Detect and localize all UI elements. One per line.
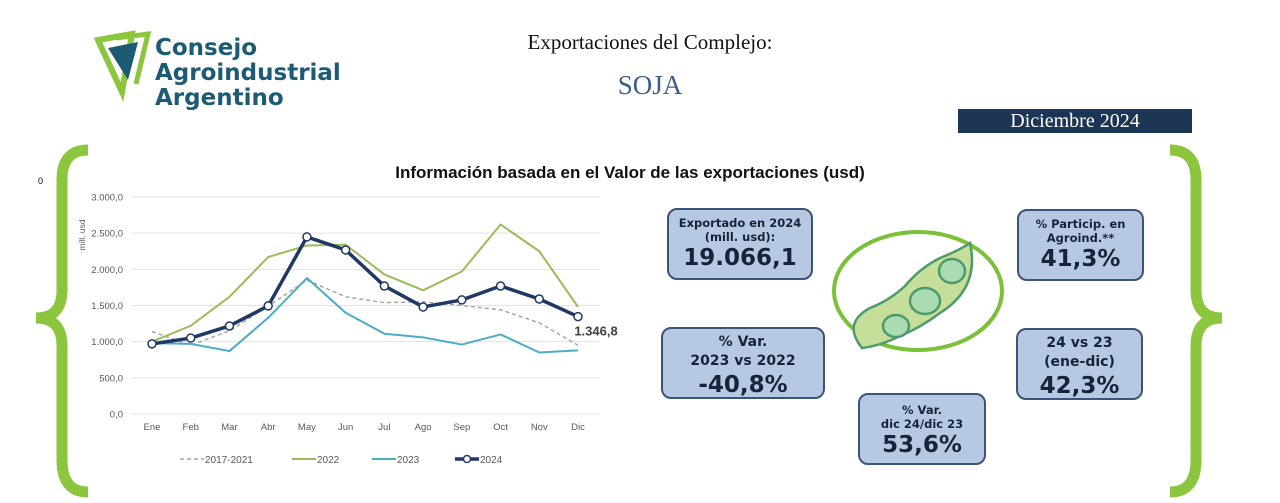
x-tick-label: Oct (493, 422, 508, 433)
chart-title: Información basada en el Valor de las ex… (395, 163, 865, 182)
kpi-label: 24 vs 23 (1046, 335, 1113, 351)
logo-line: Agroindustrial (155, 60, 341, 86)
x-tick-label: Feb (183, 422, 199, 433)
data-point (302, 232, 312, 242)
kpi-label: Exportado en 2024 (678, 216, 802, 230)
side-label: 0 (38, 176, 44, 186)
kpi-value: 19.066,1 (683, 245, 797, 271)
kpi-label: % Var. (718, 334, 768, 350)
data-point (534, 294, 545, 304)
legend-label: 2022 (317, 455, 340, 466)
x-tick-label: Jun (338, 422, 353, 433)
kpi-label: (ene-dic) (1044, 354, 1115, 370)
kpi-label: (mill. usd): (704, 230, 776, 244)
data-point (495, 281, 506, 291)
x-tick-label: Mar (221, 422, 237, 433)
line-chart: 0,0 500,0 1.000,0 1.500,0 2.000,0 2.500,0 3.00… (77, 193, 618, 467)
data-label: 1.346,8 (574, 324, 617, 339)
logo-line: Consejo (155, 35, 258, 61)
kpi-label: 2023 vs 2022 (690, 353, 796, 369)
page-title: Exportaciones del Complejo: (527, 30, 773, 54)
kpi-value: 42,3% (1039, 373, 1120, 399)
y-tick-label: 1.000,0 (91, 337, 123, 348)
data-point (379, 281, 390, 291)
kpi-label: dic 24/dic 23 (880, 417, 964, 431)
data-point (573, 311, 583, 322)
series-line-2024 (151, 235, 579, 346)
right-brace-icon (1169, 144, 1223, 498)
left-brace-icon (35, 144, 89, 498)
kpi-value: -40,8% (698, 372, 788, 398)
data-point (185, 333, 196, 343)
kpi-var-month: % Var. dic 24/dic 23 53,6% (858, 393, 986, 465)
legend-label: 2023 (397, 455, 420, 466)
y-tick-label: 3.000,0 (91, 193, 123, 204)
data-point (224, 321, 235, 331)
x-tick-label: Jul (378, 422, 390, 433)
series-line-2023 (151, 277, 579, 354)
kpi-value: 41,3% (1040, 246, 1121, 272)
kpi-label: Agroind.** (1046, 231, 1115, 245)
x-tick-label: Ago (415, 422, 432, 433)
logo-icon (93, 30, 152, 102)
kpi-label: % Particip. en (1035, 217, 1126, 231)
data-point (418, 302, 428, 312)
legend-label: 2017-2021 (205, 455, 253, 466)
soybean-pod-icon (832, 230, 1004, 352)
kpi-var-year: % Var. 2023 vs 2022 -40,8% (661, 327, 825, 399)
x-tick-label: Abr (261, 422, 276, 433)
y-tick-label: 500,0 (99, 373, 123, 384)
x-tick-label: Nov (531, 422, 548, 433)
kpi-exported: Exportado en 2024 (mill. usd): 19.066,1 (667, 208, 813, 280)
data-point (457, 295, 467, 305)
kpi-share: % Particip. en Agroind.** 41,3% (1017, 209, 1144, 281)
x-tick-label: Dic (571, 422, 585, 433)
y-tick-label: 1.500,0 (91, 301, 123, 312)
legend-marker (462, 454, 472, 464)
logo-text: Consejo Agroindustrial Argentino (155, 36, 341, 111)
x-tick-label: May (298, 422, 316, 433)
data-point (263, 301, 273, 311)
y-tick-label: 2.000,0 (91, 265, 123, 276)
page-subtitle: SOJA (617, 70, 683, 100)
series-line-2022 (151, 223, 579, 343)
kpi-label: % Var. (902, 403, 942, 417)
x-tick-label: Sep (453, 422, 470, 433)
series-line-2017-2021 (151, 279, 579, 347)
x-tick-label: Ene (144, 422, 161, 433)
legend-label: 2024 (480, 455, 503, 466)
kpi-ytd: 24 vs 23 (ene-dic) 42,3% (1016, 328, 1143, 400)
y-axis-label: mill. usd (77, 219, 87, 250)
data-point (340, 245, 351, 255)
kpi-value: 53,6% (882, 432, 962, 458)
period-badge: Diciembre 2024 (958, 109, 1192, 133)
y-tick-label: 0,0 (110, 410, 123, 421)
y-tick-label: 2.500,0 (91, 229, 123, 240)
logo-line: Argentino (155, 85, 284, 111)
data-point (147, 339, 157, 349)
